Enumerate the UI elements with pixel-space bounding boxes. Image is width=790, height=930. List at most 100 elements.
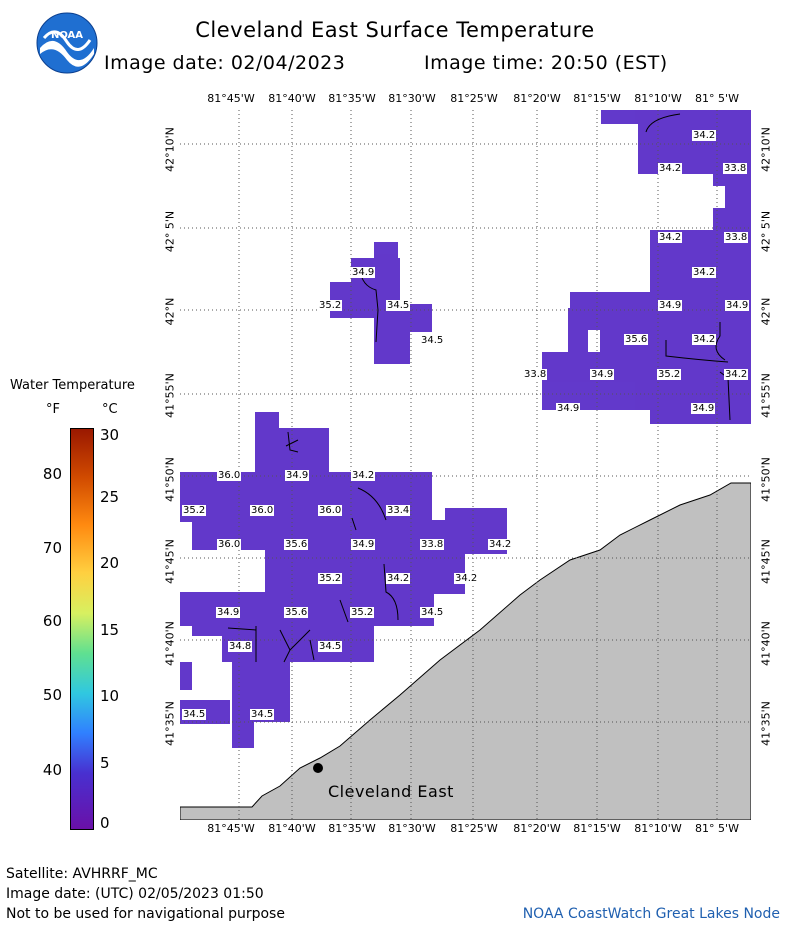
legend-c-tick: 20: [100, 554, 120, 572]
latitude-label-left: 42°10'N: [163, 127, 177, 172]
temperature-label: 34.9: [285, 470, 310, 481]
longitude-label-top: 81°35'W: [328, 92, 376, 105]
longitude-label-top: 81°30'W: [388, 92, 436, 105]
temperature-label: 34.9: [725, 300, 750, 311]
legend-unit-f: °F: [46, 402, 60, 417]
legend-unit-c: °C: [102, 402, 118, 417]
longitude-label-bottom: 81°25'W: [450, 822, 498, 835]
legend-c-tick: 0: [100, 814, 110, 832]
temperature-label: 35.6: [284, 607, 309, 618]
legend-c-tick: 25: [100, 488, 120, 506]
temperature-label: 34.9: [351, 267, 376, 278]
legend-f-tick: 50: [42, 686, 62, 704]
noaa-logo-text: NOAA: [50, 30, 84, 41]
latitude-label-right: 41°35'N: [759, 701, 773, 746]
longitude-label-bottom: 81°10'W: [634, 822, 682, 835]
longitude-label-bottom: 81°20'W: [513, 822, 561, 835]
station-marker: [313, 763, 323, 773]
temperature-label: 34.9: [556, 403, 581, 414]
temperature-label: 34.2: [724, 369, 749, 380]
legend-c-tick: 30: [100, 426, 120, 444]
temperature-label: 34.5: [318, 641, 343, 652]
longitude-label-top: 81°10'W: [634, 92, 682, 105]
latitude-label-left: 41°45'N: [163, 539, 177, 584]
temperature-label: 34.9: [658, 300, 683, 311]
land-area: [179, 482, 752, 821]
latitude-label-left: 41°35'N: [163, 701, 177, 746]
temperature-label: 34.5: [420, 607, 445, 618]
latitude-label-left: 42°N: [163, 297, 177, 326]
temperature-label: 33.4: [386, 505, 411, 516]
temperature-label: 34.5: [182, 709, 207, 720]
latitude-label-right: 41°45'N: [759, 539, 773, 584]
legend-c-tick: 5: [100, 754, 110, 772]
temperature-label: 33.8: [420, 539, 445, 550]
latitude-label-left: 41°40'N: [163, 621, 177, 666]
temperature-label: 36.0: [318, 505, 343, 516]
utc-date: Image date: (UTC) 02/05/2023 01:50: [6, 886, 264, 902]
temperature-label: 33.8: [723, 163, 748, 174]
longitude-label-bottom: 81°30'W: [388, 822, 436, 835]
longitude-label-top: 81°45'W: [207, 92, 255, 105]
longitude-label-top: 81° 5'W: [695, 92, 739, 105]
latitude-label-right: 41°50'N: [759, 457, 773, 502]
latitude-label-right: 42°N: [759, 297, 773, 326]
legend-c-tick: 15: [100, 621, 120, 639]
temperature-label: 34.2: [386, 573, 411, 584]
temperature-label: 34.9: [351, 539, 376, 550]
latitude-label-left: 41°55'N: [163, 373, 177, 418]
legend-f-tick: 70: [42, 539, 62, 557]
temperature-label: 34.2: [658, 232, 683, 243]
map-svg: [179, 110, 752, 821]
temperature-label: 36.0: [250, 505, 275, 516]
legend-title: Water Temperature: [10, 378, 135, 393]
longitude-label-bottom: 81°15'W: [573, 822, 621, 835]
temperature-label: 34.5: [386, 300, 411, 311]
temperature-label: 34.9: [216, 607, 241, 618]
temperature-label: 34.2: [692, 334, 717, 345]
longitude-label-bottom: 81° 5'W: [695, 822, 739, 835]
temperature-label: 35.2: [657, 369, 682, 380]
longitude-label-bottom: 81°40'W: [268, 822, 316, 835]
temperature-label: 34.2: [658, 163, 683, 174]
latitude-label-right: 41°40'N: [759, 621, 773, 666]
color-bar: [70, 428, 94, 830]
longitude-label-bottom: 81°45'W: [207, 822, 255, 835]
temperature-label: 34.9: [691, 403, 716, 414]
temperature-map: 34.2 34.2 33.8 34.2 33.8 34.2 34.9 34.9 35.6 34.2…: [179, 110, 752, 821]
latitude-label-left: 41°50'N: [163, 457, 177, 502]
temperature-label: 33.8: [724, 232, 749, 243]
temperature-label: 36.0: [217, 539, 242, 550]
temperature-label: 36.0: [217, 470, 242, 481]
longitude-label-bottom: 81°35'W: [328, 822, 376, 835]
temperature-label: 35.2: [318, 300, 343, 311]
legend-c-tick: 10: [100, 687, 120, 705]
image-time: Image time: 20:50 (EST): [424, 52, 668, 74]
coastwatch-node: NOAA CoastWatch Great Lakes Node: [522, 906, 780, 922]
disclaimer: Not to be used for navigational purpose: [6, 906, 285, 922]
legend-f-tick: 40: [42, 761, 62, 779]
temperature-label: 34.8: [228, 641, 253, 652]
temperature-label: 34.2: [454, 573, 479, 584]
longitude-label-top: 81°15'W: [573, 92, 621, 105]
station-label: Cleveland East: [328, 782, 454, 801]
latitude-label-right: 42°10'N: [759, 127, 773, 172]
temperature-label: 33.8: [523, 369, 548, 380]
temperature-label: 34.5: [250, 709, 275, 720]
latitude-label-right: 41°55'N: [759, 373, 773, 418]
image-date: Image date: 02/04/2023: [104, 52, 346, 74]
temperature-label: 34.5: [420, 335, 445, 346]
temperature-label: 35.6: [624, 334, 649, 345]
temperature-label: 35.6: [284, 539, 309, 550]
temperature-label: 34.2: [692, 130, 717, 141]
temperature-label: 34.9: [590, 369, 615, 380]
satellite-info: Satellite: AVHRRF_MC: [6, 866, 158, 882]
latitude-label-right: 42° 5'N: [759, 210, 773, 253]
noaa-logo: NOAA: [36, 12, 98, 74]
legend-f-tick: 80: [42, 465, 62, 483]
water-regions: [180, 110, 751, 748]
temperature-label: 35.2: [350, 607, 375, 618]
longitude-label-top: 81°25'W: [450, 92, 498, 105]
longitude-label-top: 81°40'W: [268, 92, 316, 105]
temperature-label: 35.2: [182, 505, 207, 516]
